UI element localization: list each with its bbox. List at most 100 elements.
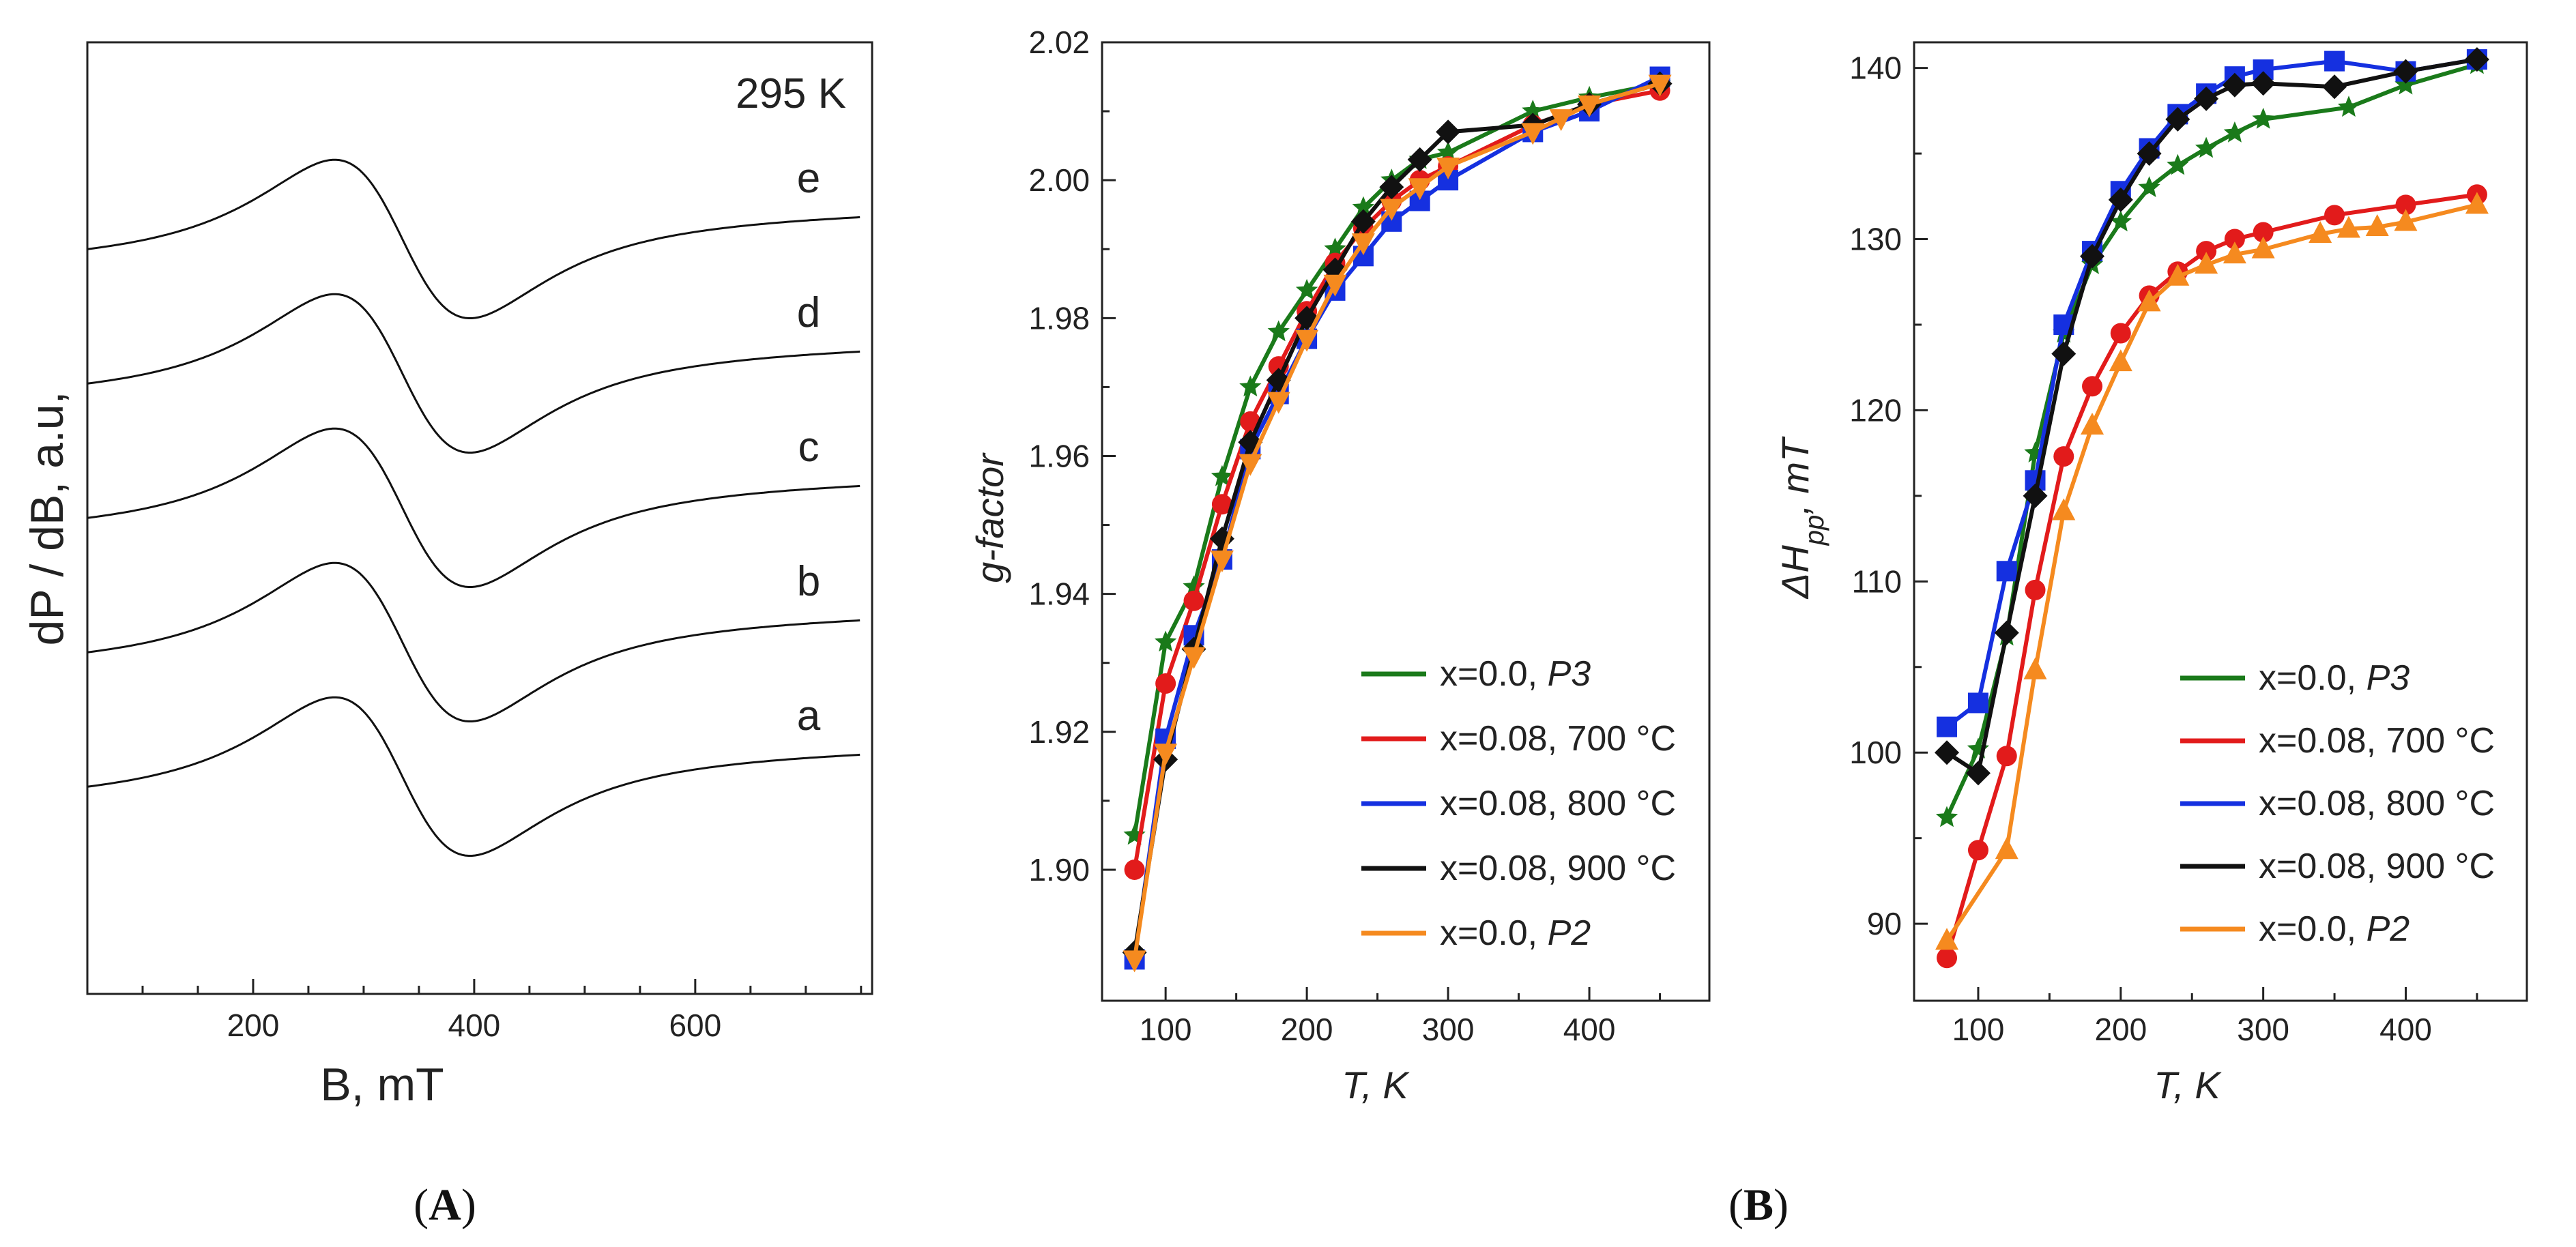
B2-x-0-0-p3-point bbox=[2337, 96, 2360, 117]
legend-label-text: x=0.08, 900 °C bbox=[2259, 847, 2495, 886]
B2-x-0-0-p2-point bbox=[2137, 289, 2161, 312]
legend-label-text: x=0.08, 800 °C bbox=[2259, 784, 2495, 823]
B2-x-0-08-700-c-point bbox=[2053, 446, 2074, 467]
B1-x-0-0-p2-point bbox=[1436, 157, 1460, 179]
gfactor-ticks: 100 200 300 400 1.90 1.92 1.94 1.96 1.98 2.00 2.02 bbox=[1028, 25, 1662, 1047]
B1-y-tick-label: 2.00 bbox=[1028, 162, 1090, 198]
B1-x-0-0-p2-point bbox=[1295, 329, 1319, 352]
B2-x-0-0-p2-point bbox=[1935, 928, 1959, 950]
B1-y-tick-label: 2.02 bbox=[1028, 25, 1090, 60]
spectra-curve-labels: a b c d e bbox=[797, 155, 821, 739]
spectra-y-axis-label: dP / dB, a.u, bbox=[21, 391, 73, 645]
B2-x-0-0-p2-point bbox=[2023, 657, 2047, 679]
B2-x-0-08-900-c-point bbox=[1994, 620, 2019, 645]
B1-y-tick-label: 1.94 bbox=[1028, 576, 1090, 612]
B2-y-tick-label: 110 bbox=[1852, 563, 1902, 599]
B2-x-0-0-p3-point bbox=[2252, 107, 2274, 129]
spectrum-curve-e bbox=[87, 158, 860, 319]
B2-x-0-08-900-c-point bbox=[2322, 74, 2347, 100]
B2-y-tick-label: 90 bbox=[1867, 906, 1902, 941]
linewidth-x-axis-label: T, K bbox=[2154, 1063, 2222, 1106]
B1-x-0-0-p2-point bbox=[1182, 647, 1206, 669]
B1-x-0-08-900-c-point bbox=[1379, 175, 1404, 200]
spectra-x-axis-label: B, mT bbox=[320, 1059, 444, 1111]
B1-x-0-0-p3-point bbox=[1155, 630, 1177, 652]
gfactor-x-axis-label: T, K bbox=[1342, 1063, 1410, 1106]
B2-x-tick-label: 300 bbox=[2237, 1012, 2289, 1047]
gfactor-y-axis-label: g-factor bbox=[968, 452, 1011, 583]
B2-legend-label-x-0-08-700-c: x=0.08, 700 °C bbox=[2259, 721, 2495, 761]
spectra-chart: 200 400 600 a b c d e 295 K B, mT dP / dB, a.u… bbox=[21, 41, 873, 1111]
B2-x-0-0-p2-point bbox=[2365, 214, 2389, 236]
B1-x-0-0-p2-point bbox=[1549, 109, 1573, 132]
spectrum-curve-a bbox=[87, 696, 860, 857]
spectrum-label-a: a bbox=[797, 692, 821, 739]
B2-x-0-08-900-c-point bbox=[2222, 72, 2247, 98]
B1-x-0-0-p2-point bbox=[1267, 392, 1290, 414]
B2-x-0-08-700-c-point bbox=[1937, 948, 1958, 969]
B1-x-0-08-700-c-point bbox=[1155, 673, 1176, 694]
B1-x-0-08-900-c-point bbox=[1407, 147, 1432, 172]
B1-x-0-0-p2-point bbox=[1380, 199, 1404, 221]
B2-x-0-08-900-c-point bbox=[2137, 141, 2162, 166]
B1-legend-label-x-0-08-700-c: x=0.08, 700 °C bbox=[1440, 719, 1676, 759]
panel-a-letter: A bbox=[429, 1180, 461, 1230]
B1-x-0-0-p2-point bbox=[1578, 95, 1602, 117]
B1-y-tick-label: 1.92 bbox=[1028, 714, 1090, 750]
B2-x-0-0-p2-point bbox=[2166, 263, 2190, 286]
B1-x-0-0-p2-point bbox=[1521, 123, 1545, 145]
B1-x-0-0-p3-point bbox=[1211, 465, 1234, 486]
B1-legend-label-x-0-0-p2: x=0.0, P2 bbox=[1440, 913, 1591, 953]
B2-y-tick-label: 120 bbox=[1849, 392, 1902, 428]
B2-x-0-0-p3-point bbox=[2394, 73, 2417, 95]
B1-x-0-0-p3-point bbox=[1267, 320, 1290, 342]
gfactor-frame bbox=[1101, 41, 1711, 1002]
B2-x-tick-label: 400 bbox=[2379, 1012, 2432, 1047]
B1-x-tick-label: 400 bbox=[1563, 1012, 1616, 1047]
B1-x-0-08-700-c-point bbox=[1183, 590, 1204, 611]
B2-x-0-08-900-c-point bbox=[1965, 761, 1991, 786]
B1-x-0-0-p2-point bbox=[1408, 178, 1432, 201]
B2-x-0-0-p2-point bbox=[2195, 252, 2218, 274]
B2-legend-label-x-0-0-p3: x=0.0, P3 bbox=[2259, 658, 2409, 698]
B2-x-0-08-900-c-point bbox=[2251, 71, 2276, 96]
legend-label-text: x=0.0, bbox=[2259, 909, 2367, 949]
B1-x-0-0-p2-point bbox=[1239, 454, 1262, 476]
B2-x-0-08-700-c-line bbox=[1945, 192, 2478, 959]
legend-label-italic: P3 bbox=[2367, 658, 2410, 698]
legend-label-italic: P2 bbox=[1548, 913, 1591, 953]
B1-legend-label-x-0-0-p3: x=0.0, P3 bbox=[1440, 654, 1591, 694]
B1-x-0-0-p2-line bbox=[1132, 81, 1661, 960]
B1-y-tick-label: 1.96 bbox=[1028, 438, 1090, 473]
linewidth-legend: x=0.0, P3 x=0.08, 700 °C x=0.08, 800 °C x=0… bbox=[2180, 658, 2495, 949]
B2-x-0-08-900-c-point bbox=[2023, 483, 2048, 508]
spectrum-label-d: d bbox=[797, 289, 820, 336]
panel-a-close: ) bbox=[461, 1180, 476, 1230]
B2-legend-label-x-0-08-800-c: x=0.08, 800 °C bbox=[2259, 784, 2495, 823]
B2-x-0-08-900-c-point bbox=[2108, 187, 2133, 212]
B1-x-tick-label: 200 bbox=[1281, 1012, 1333, 1047]
spectrum-label-c: c bbox=[798, 424, 820, 471]
B2-x-0-0-p2-point bbox=[2223, 241, 2246, 264]
B1-y-tick-label: 1.98 bbox=[1028, 300, 1090, 336]
B2-x-0-08-900-c-point bbox=[2194, 86, 2219, 111]
B2-x-0-0-p2-line bbox=[1945, 203, 2478, 942]
B2-x-0-08-700-c-point bbox=[2224, 229, 2245, 250]
B1-x-0-0-p3-point bbox=[1436, 141, 1460, 162]
spectra-curves bbox=[87, 158, 860, 857]
B1-x-0-0-p2-point bbox=[1323, 274, 1347, 297]
B1-x-0-0-p2-point bbox=[1351, 233, 1375, 256]
B2-x-0-08-700-c-point bbox=[2196, 241, 2217, 262]
spectrum-curve-c bbox=[87, 427, 860, 588]
B1-x-0-08-700-c-point bbox=[1124, 859, 1145, 880]
B2-x-0-08-700-c-point bbox=[2110, 323, 2131, 344]
B1-x-0-08-700-c-point bbox=[1211, 494, 1232, 515]
B2-x-0-0-p2-point bbox=[2336, 216, 2360, 238]
panel-label-b: (B) bbox=[1728, 1180, 1789, 1230]
B2-x-0-0-p3-point bbox=[2167, 153, 2189, 175]
B1-x-0-0-p3-point bbox=[1295, 278, 1318, 300]
legend-label-text: x=0.0, bbox=[1440, 913, 1548, 953]
legend-label-text: x=0.08, 900 °C bbox=[1440, 849, 1676, 888]
linewidth-series bbox=[1935, 47, 2489, 969]
B2-x-0-08-900-c-point bbox=[1935, 740, 1960, 765]
